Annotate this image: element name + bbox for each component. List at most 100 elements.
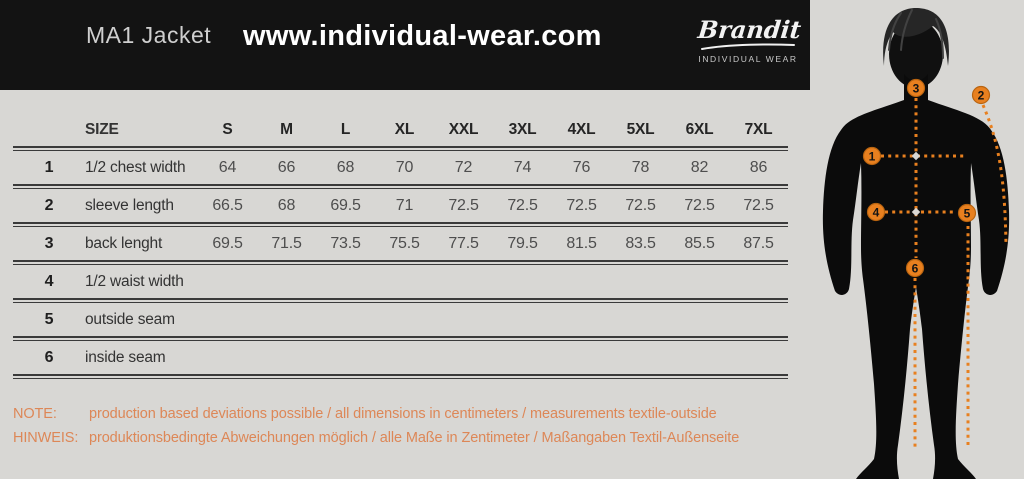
table-value: [611, 303, 670, 336]
table-value: 83.5: [625, 234, 656, 252]
table-value: [434, 341, 493, 374]
table-value: 81.5: [566, 234, 597, 252]
table-value: 72.5: [625, 196, 656, 214]
brand-underline-flourish: [701, 43, 795, 50]
website-url[interactable]: www.individual-wear.com: [243, 20, 602, 52]
table-value: [198, 341, 257, 374]
row-number: 6: [44, 348, 54, 366]
brand-logo: Brandit INDIVIDUAL WEAR: [696, 15, 803, 64]
size-table: SIZE S M L XL XXL 3XL 4XL 5XL 6XL 7XL 1 …: [13, 113, 788, 379]
marker-3-back-length: 3: [906, 78, 926, 98]
col-header-l: L: [340, 120, 351, 138]
table-value: [493, 265, 552, 298]
table-value: [493, 303, 552, 336]
col-header-7xl: 7XL: [744, 120, 773, 138]
table-value: [552, 265, 611, 298]
brand-name: Brandit: [696, 15, 803, 44]
row-label-outside-seam: outside seam: [85, 310, 175, 328]
table-value: 87.5: [743, 234, 774, 252]
table-value: [316, 303, 375, 336]
product-title: MA1 Jacket: [86, 22, 212, 48]
table-value: [434, 265, 493, 298]
hair-highlight: [935, 18, 944, 59]
table-value: [375, 303, 434, 336]
table-value: 72.5: [566, 196, 597, 214]
row-label-sleeve-length: sleeve length: [85, 196, 174, 214]
table-value: [611, 341, 670, 374]
note-text-en: production based deviations possible / a…: [89, 406, 717, 422]
table-value: 72.5: [743, 196, 774, 214]
table-value: 69.5: [330, 196, 361, 214]
table-rule: [13, 146, 788, 151]
table-value: 68: [336, 158, 355, 176]
notes-section: NOTE: production based deviations possib…: [13, 406, 739, 446]
row-number: 1: [44, 158, 54, 176]
table-value: [198, 265, 257, 298]
note-label-de: HINWEIS:: [13, 430, 79, 446]
note-text-de: produktionsbedingte Abweichungen möglich…: [89, 430, 740, 446]
col-header-m: M: [280, 120, 293, 138]
row-number: 5: [44, 310, 54, 328]
row-label-waist-width: 1/2 waist width: [85, 272, 184, 290]
table-value: 69.5: [212, 234, 243, 252]
marker-5-outside-seam: 5: [957, 203, 977, 223]
table-value: 64: [218, 158, 237, 176]
header-bar: MA1 Jacket www.individual-wear.com Brand…: [0, 0, 810, 90]
table-value: [257, 265, 316, 298]
table-rule: [13, 374, 788, 379]
size-column-header: SIZE: [85, 120, 119, 138]
marker-6-inside-seam: 6: [905, 258, 925, 278]
table-value: [316, 265, 375, 298]
table-value: [670, 265, 729, 298]
table-value: 78: [631, 158, 650, 176]
table-value: 73.5: [330, 234, 361, 252]
table-value: 85.5: [684, 234, 715, 252]
marker-1-chest: 1: [862, 146, 882, 166]
table-value: 86: [749, 158, 768, 176]
marker-4-waist: 4: [866, 202, 886, 222]
svg-text:4: 4: [873, 206, 880, 220]
svg-text:5: 5: [964, 207, 971, 221]
table-value: [198, 303, 257, 336]
svg-text:1: 1: [869, 150, 876, 164]
table-value: 71: [395, 196, 414, 214]
table-value: 70: [395, 158, 414, 176]
col-header-3xl: 3XL: [508, 120, 537, 138]
table-value: [434, 303, 493, 336]
table-value: 66: [277, 158, 296, 176]
row-number: 2: [44, 196, 54, 214]
note-label-en: NOTE:: [13, 406, 57, 422]
hair-highlight: [888, 12, 902, 51]
measurement-figure: 1 2 3 4 5 6: [822, 8, 1010, 479]
table-value: [670, 341, 729, 374]
svg-text:3: 3: [913, 82, 920, 96]
svg-text:6: 6: [912, 262, 919, 276]
table-value: [257, 341, 316, 374]
col-header-s: S: [222, 120, 233, 138]
table-value: [257, 303, 316, 336]
row-number: 4: [44, 272, 54, 290]
table-value: [729, 303, 788, 336]
table-value: 68: [277, 196, 296, 214]
table-rule: [13, 222, 788, 227]
table-value: 76: [572, 158, 591, 176]
col-header-4xl: 4XL: [567, 120, 596, 138]
table-value: [729, 341, 788, 374]
table-value: 74: [513, 158, 532, 176]
row-label-chest-width: 1/2 chest width: [85, 158, 186, 176]
brand-tagline: INDIVIDUAL WEAR: [698, 54, 798, 64]
col-header-5xl: 5XL: [626, 120, 655, 138]
figure-hair: [883, 8, 949, 66]
row-label-inside-seam: inside seam: [85, 348, 166, 366]
table-value: [729, 265, 788, 298]
row-number: 3: [44, 234, 54, 252]
table-value: 82: [690, 158, 709, 176]
table-value: 79.5: [507, 234, 538, 252]
table-value: 75.5: [389, 234, 420, 252]
table-value: [552, 303, 611, 336]
table-value: 77.5: [448, 234, 479, 252]
col-header-6xl: 6XL: [685, 120, 714, 138]
table-value: [316, 341, 375, 374]
measure-line-sleeve: [981, 104, 1008, 247]
table-value: 72: [454, 158, 473, 176]
